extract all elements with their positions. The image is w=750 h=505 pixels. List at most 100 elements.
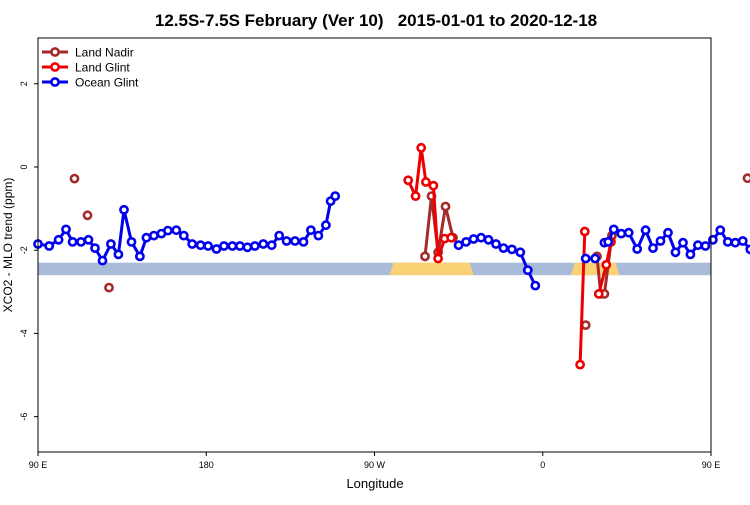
ocean-glint-point xyxy=(330,191,341,201)
legend-item-land-nadir: Land Nadir xyxy=(42,46,134,60)
x-tick-label: 90 E xyxy=(29,460,48,470)
series-ocean-glint xyxy=(33,191,750,291)
ocean-glint-point xyxy=(53,234,64,245)
legend-item-land-glint: Land Glint xyxy=(42,61,130,75)
land-glint-point xyxy=(593,288,604,299)
ocean-glint-point xyxy=(453,240,464,251)
legend-label: Land Glint xyxy=(75,61,130,75)
ocean-glint-point xyxy=(693,240,703,251)
ocean-glint-point xyxy=(274,230,285,241)
ocean-glint-point xyxy=(483,234,494,245)
land-nadir-point xyxy=(104,282,114,293)
ocean-glint-point xyxy=(219,241,229,251)
land-glint-point xyxy=(446,232,456,243)
series-land-nadir xyxy=(69,173,750,330)
ocean-glint-point xyxy=(141,232,152,243)
ocean-glint-point xyxy=(76,236,86,247)
ocean-glint-point xyxy=(737,236,748,246)
ocean-glint-point xyxy=(281,236,292,246)
x-tick-label: 180 xyxy=(199,460,214,470)
y-tick-label: -6 xyxy=(19,413,29,421)
ocean-glint-point xyxy=(515,247,526,258)
ocean-glint-point xyxy=(648,243,658,253)
land-nadir-point xyxy=(580,320,591,330)
ocean-glint-point xyxy=(195,240,206,251)
land-glint-point xyxy=(433,253,443,264)
land-glint-point xyxy=(579,226,590,237)
land-glint-point xyxy=(403,175,414,186)
land-glint-point xyxy=(428,180,439,191)
ocean-glint-point xyxy=(97,255,108,266)
ocean-glint-point xyxy=(106,239,116,249)
ocean-glint-point xyxy=(266,240,277,251)
ocean-glint-point xyxy=(83,234,94,245)
land-glint-point xyxy=(410,191,421,201)
legend-marker xyxy=(50,47,60,57)
ocean-glint-point xyxy=(258,239,269,249)
ocean-glint-line-1 xyxy=(37,195,337,263)
ocean-glint-point xyxy=(290,236,300,246)
ocean-glint-point xyxy=(655,236,666,246)
land-glint-point xyxy=(420,177,431,187)
x-tick-label: 90 W xyxy=(364,460,386,470)
chart-title: 12.5S-7.5S February (Ver 10) 2015-01-01 … xyxy=(155,11,597,30)
legend-marker xyxy=(50,62,60,72)
ocean-glint-point xyxy=(670,247,681,258)
ocean-glint-point xyxy=(234,241,245,251)
land-nadir-point xyxy=(420,251,430,262)
ocean-glint-point xyxy=(119,204,129,215)
ocean-glint-point xyxy=(491,239,501,249)
ocean-glint-point xyxy=(580,253,591,264)
x-axis-label: Longitude xyxy=(346,476,403,491)
x-axis: 90 E 180 90 W 0 90 E xyxy=(29,452,721,470)
ocean-glint-point xyxy=(678,237,688,248)
land-nadir-point xyxy=(69,173,80,184)
ocean-glint-point xyxy=(187,239,198,249)
ocean-glint-point xyxy=(530,280,541,291)
ocean-glint-point xyxy=(61,224,71,235)
x-tick-label: 90 E xyxy=(702,460,721,470)
ocean-glint-point xyxy=(242,242,253,253)
ocean-glint-point xyxy=(632,244,643,254)
ocean-glint-point xyxy=(685,249,696,260)
ocean-glint-point xyxy=(640,225,651,236)
ocean-glint-point xyxy=(171,225,182,236)
ocean-glint-point xyxy=(134,251,145,262)
ocean-glint-point xyxy=(663,227,673,238)
y-axis-label: XCO2 - MLO trend (ppm) xyxy=(1,178,15,313)
ocean-glint-point xyxy=(305,225,316,236)
ocean-glint-point xyxy=(203,241,213,251)
ocean-glint-point xyxy=(162,225,173,236)
ocean-glint-point xyxy=(461,236,471,247)
ocean-glint-point xyxy=(227,241,238,251)
land-glint-line-2 xyxy=(578,231,587,365)
legend-label: Land Nadir xyxy=(75,46,134,60)
ocean-glint-point xyxy=(498,243,509,253)
land-patch-2 xyxy=(570,262,620,276)
land-glint-point xyxy=(416,142,427,153)
ocean-glint-point xyxy=(298,236,309,247)
ocean-glint-point xyxy=(178,230,189,241)
y-tick-label: 2 xyxy=(19,81,29,86)
series-land-glint xyxy=(403,142,616,370)
ocean-glint-point xyxy=(148,230,159,241)
ocean-glint-point xyxy=(506,244,517,255)
ocean-glint-point xyxy=(745,244,750,255)
ocean-glint-point xyxy=(522,265,533,276)
legend-label: Ocean Glint xyxy=(75,76,139,90)
ocean-glint-point xyxy=(44,241,55,251)
ocean-glint-point xyxy=(113,249,124,260)
ocean-glint-point xyxy=(320,220,331,231)
y-axis: 2 0 -2 -4 -6 xyxy=(19,81,38,421)
ocean-glint-point xyxy=(67,236,78,247)
y-tick-label: -2 xyxy=(19,246,29,254)
y-tick-label: 0 xyxy=(19,164,29,169)
land-patch-1 xyxy=(389,262,474,276)
land-glint-point xyxy=(575,359,585,370)
ocean-band xyxy=(38,262,711,276)
x-tick-label: 0 xyxy=(540,460,545,470)
ocean-glint-point xyxy=(90,243,100,253)
